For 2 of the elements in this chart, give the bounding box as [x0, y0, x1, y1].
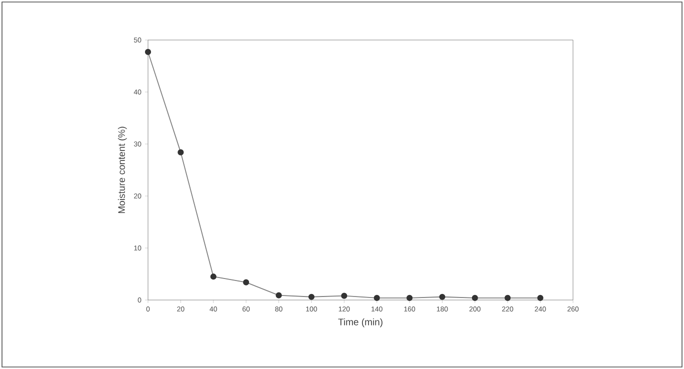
y-axis-title: Moisture content (%)	[118, 126, 127, 214]
x-axis-title: Time (min)	[338, 318, 382, 328]
